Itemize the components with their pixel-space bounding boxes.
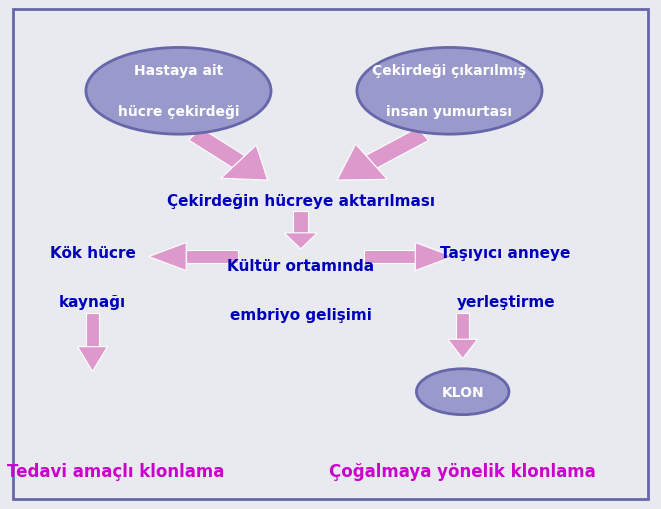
Text: Taşıyıcı anneye

yerleştirme: Taşıyıcı anneye yerleştirme: [440, 245, 571, 309]
Text: Kültür ortamında

embriyo gelişimi: Kültür ortamında embriyo gelişimi: [227, 258, 374, 322]
Text: Tedavi amaçlı klonlama: Tedavi amaçlı klonlama: [7, 462, 224, 480]
Text: Hastaya ait

hücre çekirdeği: Hastaya ait hücre çekirdeği: [118, 64, 239, 119]
Text: KLON: KLON: [442, 385, 484, 399]
Polygon shape: [186, 251, 238, 263]
Polygon shape: [364, 251, 415, 263]
Text: Çekirdeğin hücreye aktarılması: Çekirdeğin hücreye aktarılması: [167, 193, 435, 209]
Text: Kök hücre

kaynağı: Kök hücre kaynağı: [50, 245, 136, 309]
Polygon shape: [448, 340, 477, 359]
Polygon shape: [456, 313, 469, 340]
Polygon shape: [337, 145, 387, 181]
Polygon shape: [284, 233, 317, 249]
Polygon shape: [78, 347, 107, 372]
Polygon shape: [221, 146, 268, 181]
Polygon shape: [415, 243, 453, 271]
Text: Çoğalmaya yönelik klonlama: Çoğalmaya yönelik klonlama: [329, 462, 596, 480]
Polygon shape: [189, 129, 245, 168]
Ellipse shape: [86, 48, 271, 135]
Polygon shape: [293, 211, 308, 233]
Polygon shape: [366, 129, 429, 168]
Polygon shape: [86, 313, 99, 347]
Ellipse shape: [416, 369, 509, 415]
Polygon shape: [149, 243, 186, 271]
Ellipse shape: [357, 48, 542, 135]
Text: Çekirdeği çıkarılmış

insan yumurtası: Çekirdeği çıkarılmış insan yumurtası: [373, 64, 526, 119]
